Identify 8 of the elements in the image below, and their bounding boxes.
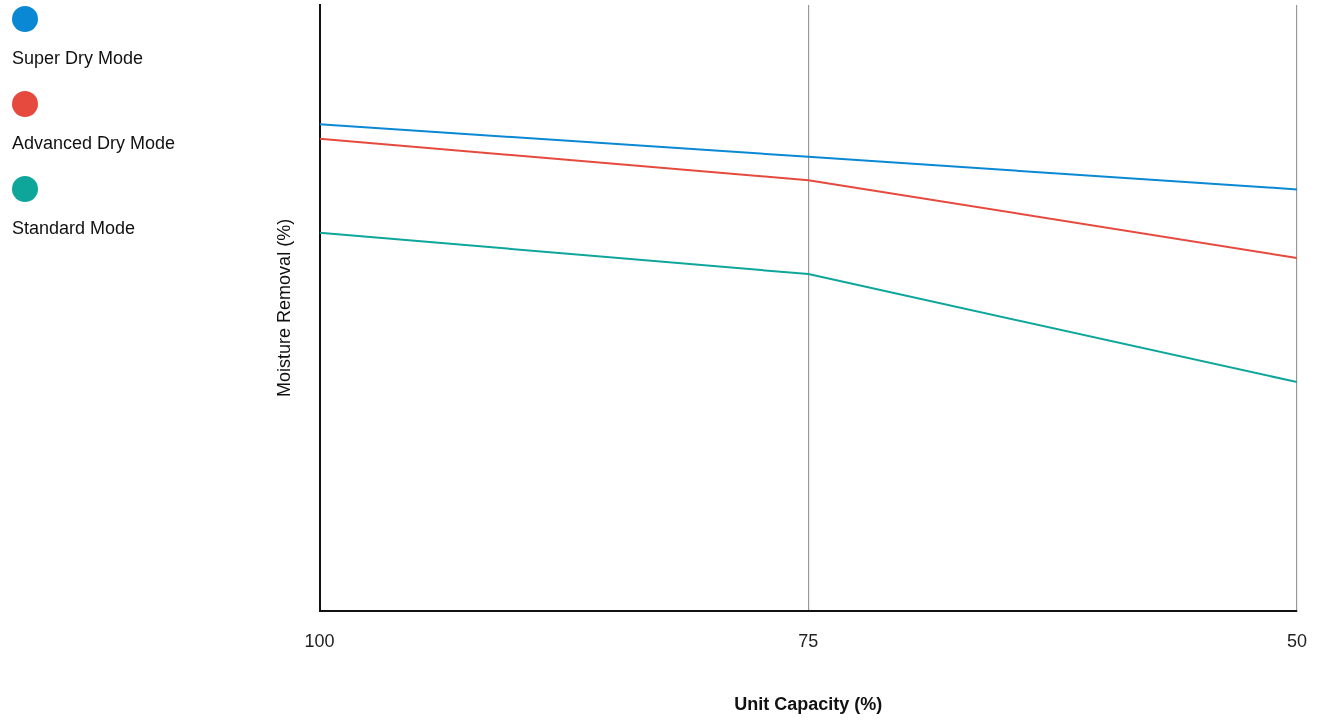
x-tick-label: 75 [798,630,819,651]
x-tick-label: 50 [1286,630,1307,651]
x-axis-title: Unit Capacity (%) [734,694,883,715]
legend-label: Standard Mode [12,218,137,239]
legend-label: Super Dry Mode [12,48,145,69]
legend-label: Advanced Dry Mode [12,133,176,154]
x-tick-label: 100 [304,630,335,651]
y-axis-title: Moisture Removal (%) [273,218,294,397]
